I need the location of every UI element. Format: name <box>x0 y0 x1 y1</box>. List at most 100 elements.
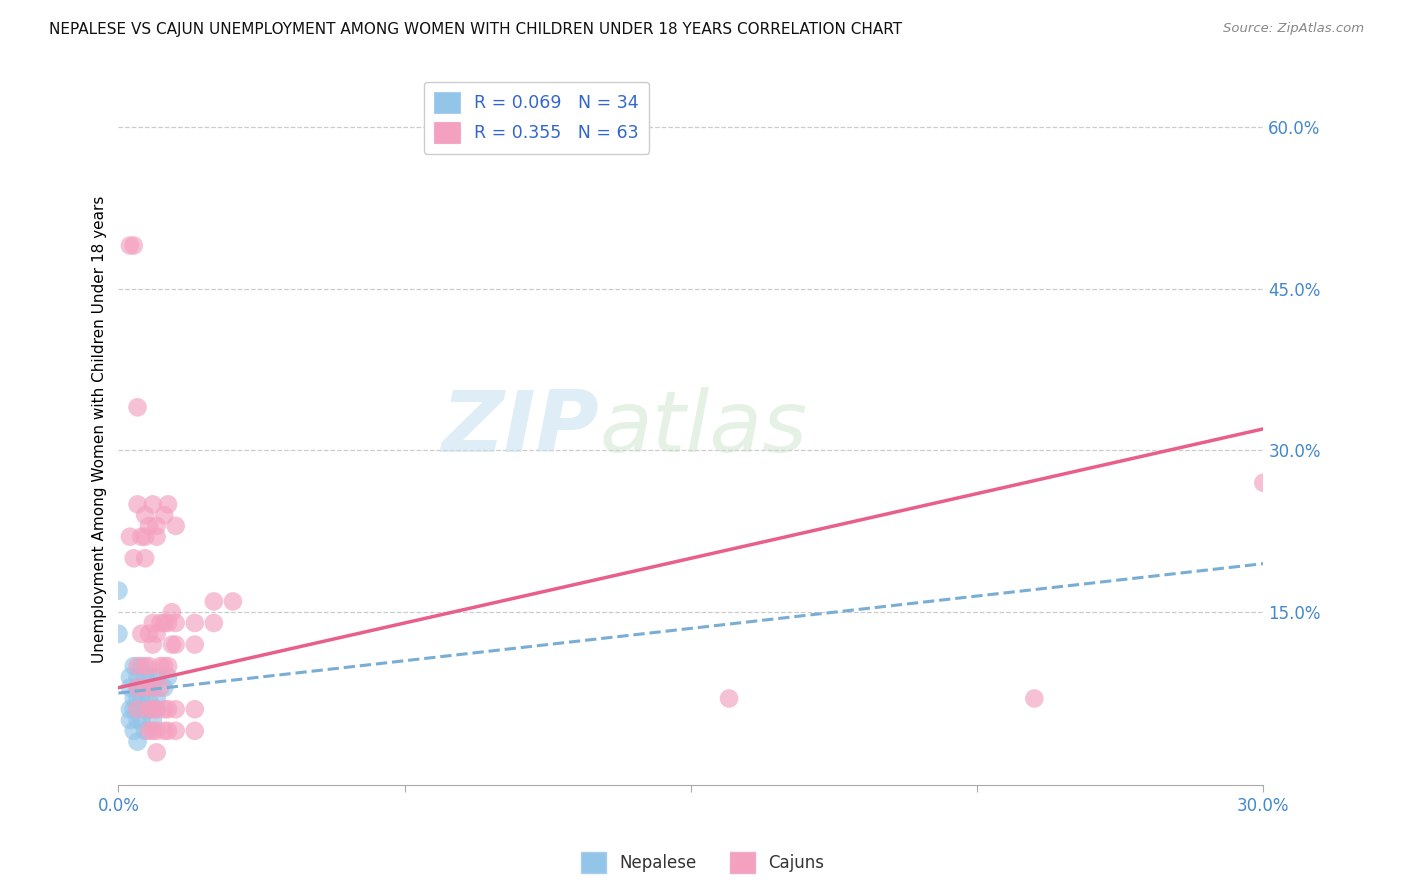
Point <box>127 670 149 684</box>
Point <box>1024 691 1046 706</box>
Point <box>165 702 187 716</box>
Point <box>134 659 156 673</box>
Point <box>149 681 172 695</box>
Point <box>184 615 207 630</box>
Point <box>127 681 149 695</box>
Point <box>718 691 741 706</box>
Point <box>131 691 153 706</box>
Point <box>153 508 176 523</box>
Point <box>134 681 156 695</box>
Point <box>138 627 160 641</box>
Point <box>202 594 225 608</box>
Point <box>131 627 153 641</box>
Point <box>145 530 167 544</box>
Point <box>153 615 176 630</box>
Point <box>122 691 145 706</box>
Point <box>122 723 145 738</box>
Point <box>149 659 172 673</box>
Point <box>157 659 180 673</box>
Point <box>145 519 167 533</box>
Point <box>153 723 176 738</box>
Point <box>122 702 145 716</box>
Point <box>118 713 141 727</box>
Point <box>165 519 187 533</box>
Point <box>127 659 149 673</box>
Point <box>145 745 167 759</box>
Point <box>138 702 160 716</box>
Point <box>145 627 167 641</box>
Point <box>157 702 180 716</box>
Point <box>222 594 245 608</box>
Point <box>134 723 156 738</box>
Text: NEPALESE VS CAJUN UNEMPLOYMENT AMONG WOMEN WITH CHILDREN UNDER 18 YEARS CORRELAT: NEPALESE VS CAJUN UNEMPLOYMENT AMONG WOM… <box>49 22 903 37</box>
Point <box>118 238 141 252</box>
Point <box>138 670 160 684</box>
Point <box>165 638 187 652</box>
Point <box>142 638 165 652</box>
Point <box>142 615 165 630</box>
Point <box>138 519 160 533</box>
Point <box>145 702 167 716</box>
Point <box>142 497 165 511</box>
Point <box>134 508 156 523</box>
Point <box>184 723 207 738</box>
Point <box>184 638 207 652</box>
Text: Source: ZipAtlas.com: Source: ZipAtlas.com <box>1223 22 1364 36</box>
Point <box>153 659 176 673</box>
Point <box>145 723 167 738</box>
Point <box>107 627 129 641</box>
Text: atlas: atlas <box>599 387 807 470</box>
Point <box>145 702 167 716</box>
Point <box>145 670 167 684</box>
Point <box>127 497 149 511</box>
Point <box>160 605 183 619</box>
Point <box>138 723 160 738</box>
Point <box>131 681 153 695</box>
Point <box>142 713 165 727</box>
Point <box>157 497 180 511</box>
Point <box>127 401 149 415</box>
Point <box>131 659 153 673</box>
Point <box>142 702 165 716</box>
Point <box>160 638 183 652</box>
Text: ZIP: ZIP <box>441 387 599 470</box>
Point <box>134 670 156 684</box>
Point <box>142 723 165 738</box>
Point <box>142 681 165 695</box>
Point <box>184 702 207 716</box>
Point <box>157 723 180 738</box>
Y-axis label: Unemployment Among Women with Children Under 18 years: Unemployment Among Women with Children U… <box>93 195 107 663</box>
Point <box>157 615 180 630</box>
Point <box>118 702 141 716</box>
Point <box>134 681 156 695</box>
Point <box>127 681 149 695</box>
Point <box>134 702 156 716</box>
Point <box>138 659 160 673</box>
Point <box>138 702 160 716</box>
Point <box>138 691 160 706</box>
Point <box>165 615 187 630</box>
Point <box>153 681 176 695</box>
Point <box>127 702 149 716</box>
Point <box>149 615 172 630</box>
Point <box>202 615 225 630</box>
Point <box>153 702 176 716</box>
Point <box>134 551 156 566</box>
Point <box>127 734 149 748</box>
Point <box>122 551 145 566</box>
Point <box>122 238 145 252</box>
Point <box>122 659 145 673</box>
Legend: R = 0.069   N = 34, R = 0.355   N = 63: R = 0.069 N = 34, R = 0.355 N = 63 <box>423 82 650 153</box>
Point <box>142 681 165 695</box>
Point <box>1253 475 1275 490</box>
Point <box>131 713 153 727</box>
Point <box>165 723 187 738</box>
Point <box>118 681 141 695</box>
Point <box>127 702 149 716</box>
Point <box>127 713 149 727</box>
Point <box>127 691 149 706</box>
Point <box>131 530 153 544</box>
Point <box>118 670 141 684</box>
Point <box>157 670 180 684</box>
Legend: Nepalese, Cajuns: Nepalese, Cajuns <box>575 846 831 880</box>
